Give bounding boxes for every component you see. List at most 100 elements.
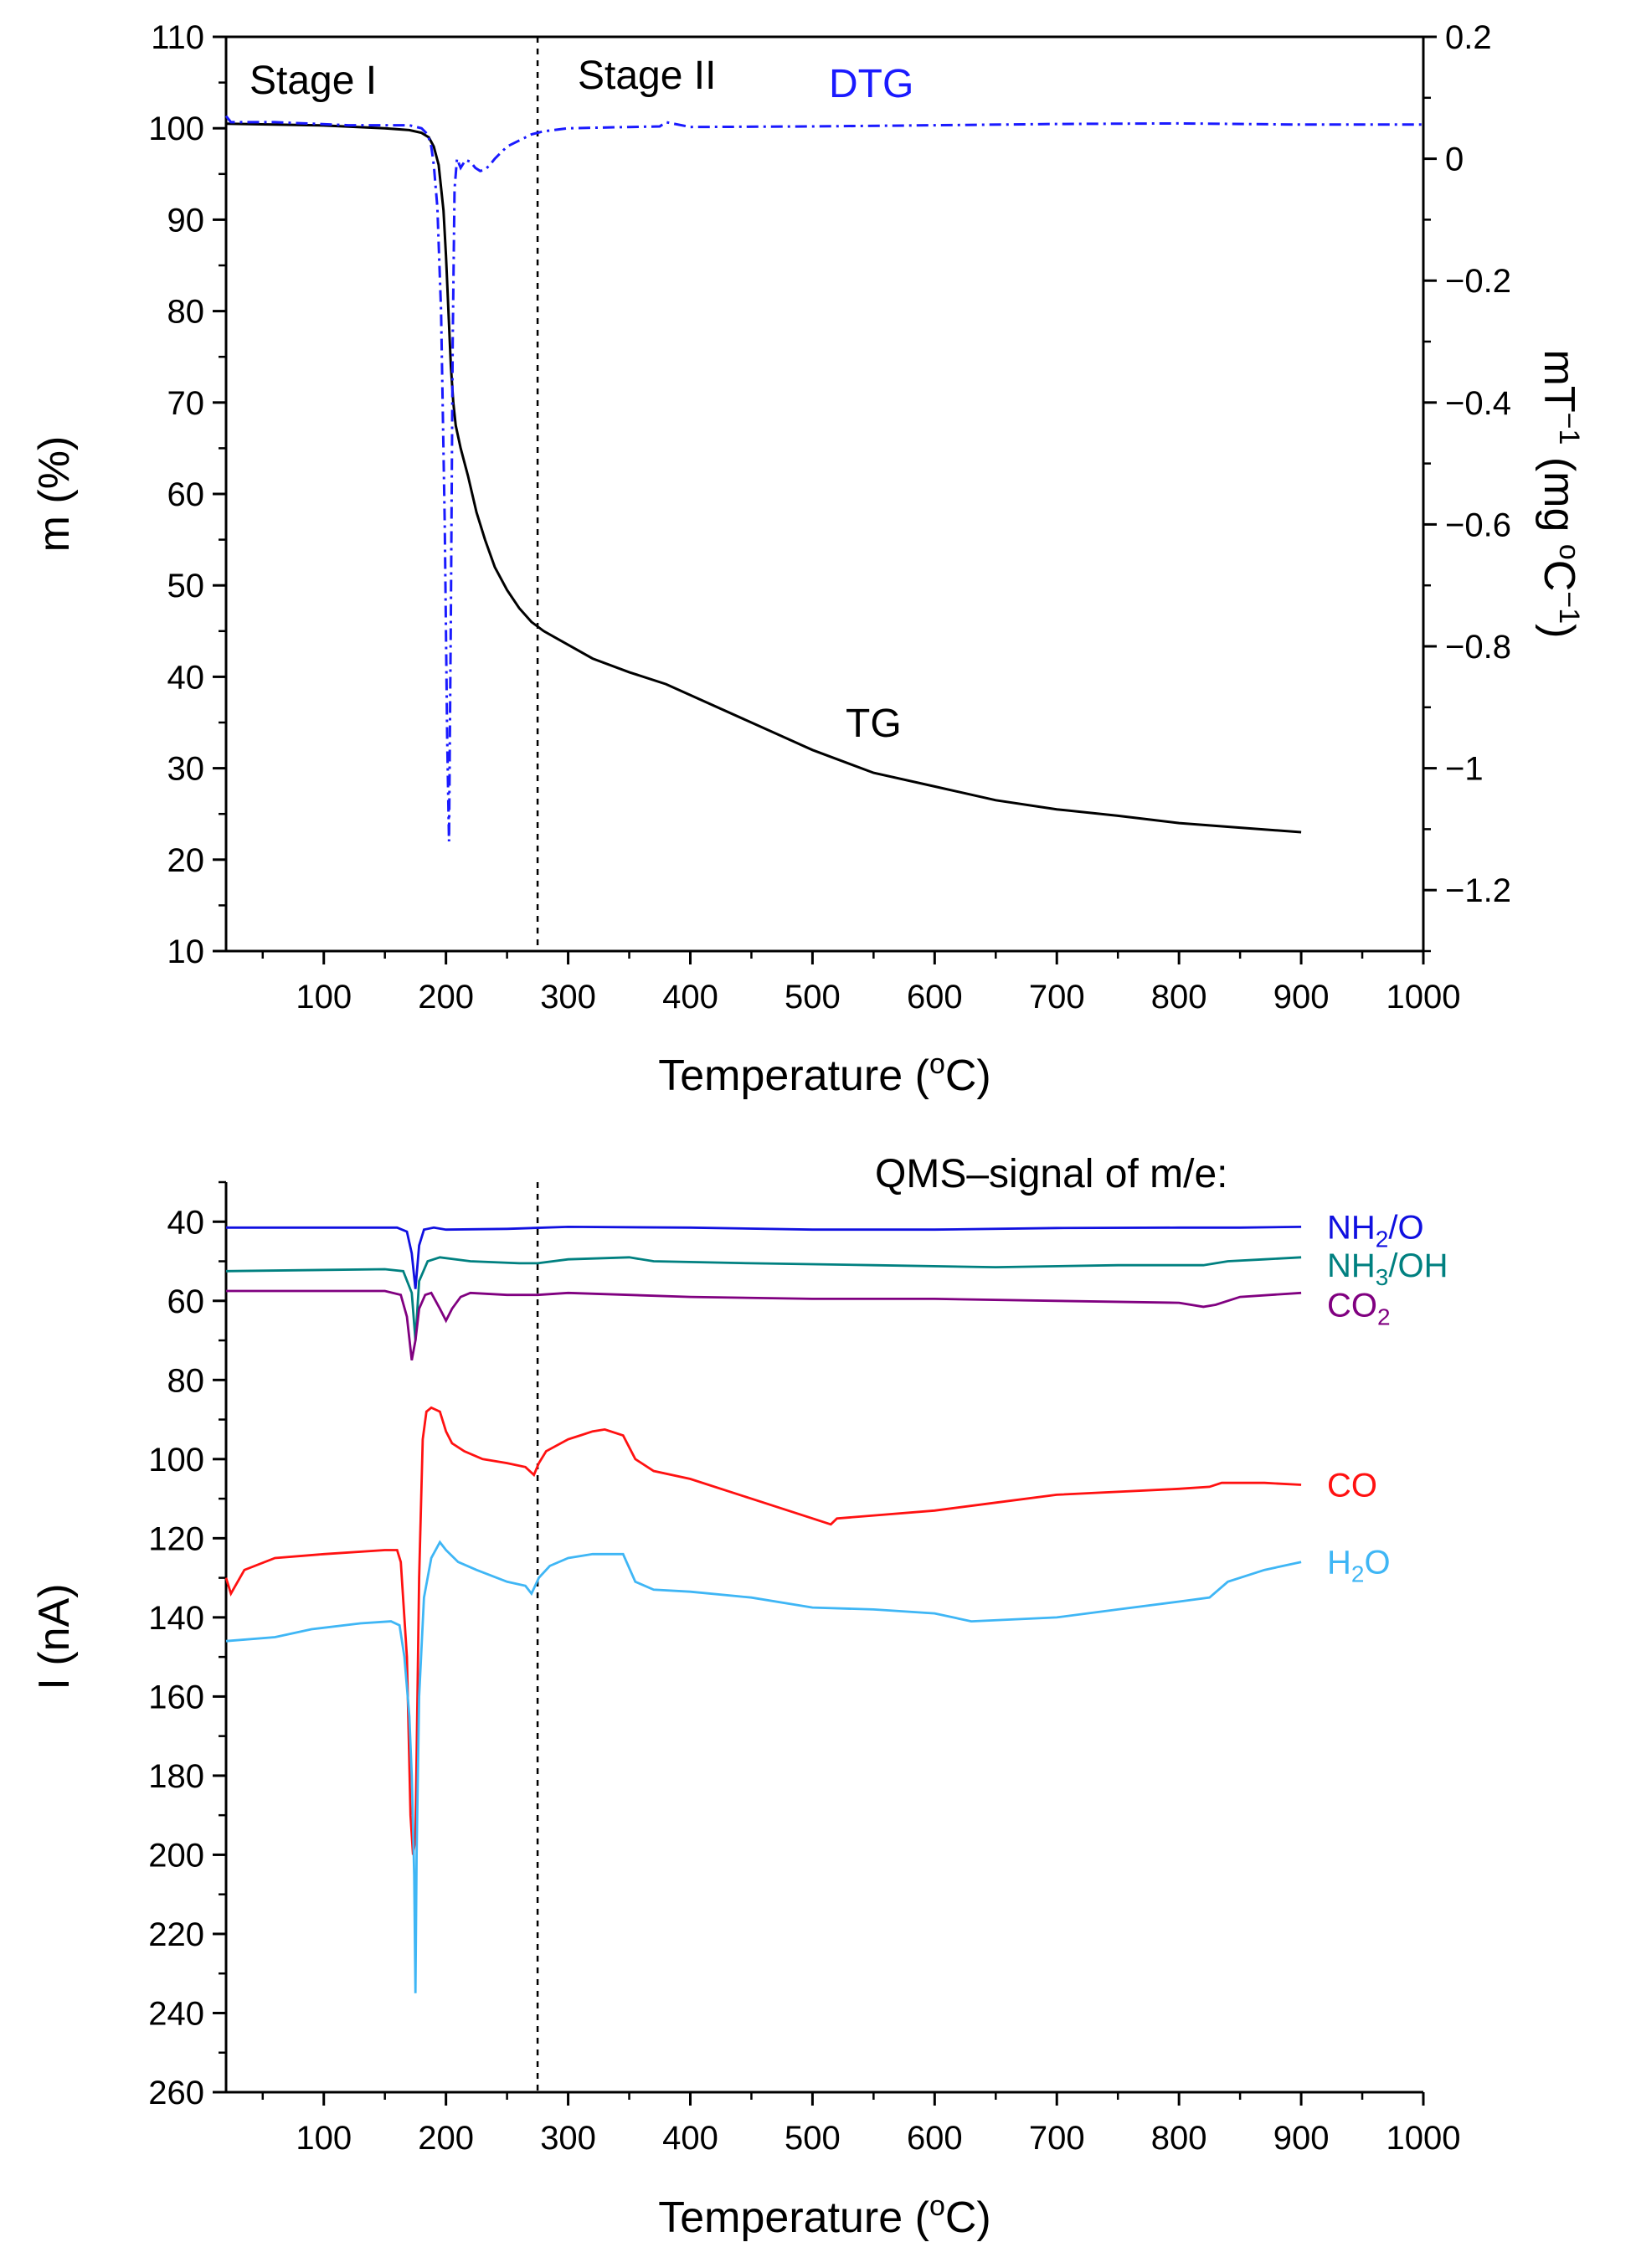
tg-y-tick-label: 100 [148, 111, 204, 147]
dtg-label: DTG [829, 62, 913, 106]
tg-y-tick-label: 90 [167, 202, 205, 239]
tg-label: TG [846, 702, 902, 746]
qms-legend-part: NH [1327, 1209, 1376, 1246]
x-tick-label: 200 [418, 2120, 474, 2157]
stage-2-label: Stage II [578, 54, 716, 98]
dtg-y-tick-label: −0.2 [1445, 263, 1511, 300]
dtg-y-tick-label: 0.2 [1445, 19, 1492, 56]
x-tick-label: 500 [785, 2120, 841, 2157]
qms-legend-co2: CO2 [1327, 1288, 1391, 1330]
dtg-y-axis-title: mT−1 (mg oC−1) [1535, 350, 1585, 639]
qms-legend-part: CO [1327, 1288, 1377, 1324]
qms-x-axis: 100 200 300 400 500 600 700 800 900 1000 [261, 2092, 1461, 2157]
qms-legend-part: 2 [1376, 1226, 1389, 1252]
qms-legend-part: 2 [1377, 1304, 1391, 1330]
x-tick-label: 300 [540, 2120, 596, 2157]
qms-y-tick-label: 120 [148, 1520, 204, 1557]
qms-series-nh2-o [226, 1225, 1302, 1289]
tg-y-tick-label: 50 [167, 568, 205, 604]
dtg-y-title-part: −1 [1553, 591, 1585, 624]
qms-series-group [224, 1225, 1302, 1993]
qms-y-tick-label: 100 [148, 1442, 204, 1479]
tg-curve [225, 122, 1302, 834]
qms-y-tick-label: 40 [167, 1204, 205, 1241]
qms-series-nh3-oh [225, 1256, 1302, 1341]
tg-y-axis-title: m (%) [30, 436, 79, 553]
qms-x-title-part: Temperature ( [658, 2193, 929, 2242]
qms-y-tick-label: 260 [148, 2075, 204, 2111]
x-tick-label: 100 [296, 2120, 352, 2157]
tg-left-axis: 10 20 30 40 50 60 70 80 90 100 110 [148, 19, 226, 970]
qms-legend-part: CO [1327, 1468, 1377, 1504]
tg-y-tick-label: 80 [167, 294, 205, 331]
x-tick-label: 900 [1273, 2120, 1330, 2157]
dtg-y-title-part: (mg [1535, 445, 1583, 543]
dtg-y-tick-label: −1 [1445, 751, 1484, 788]
qms-legend-part: 3 [1376, 1264, 1389, 1290]
x-tick-label: 100 [296, 979, 352, 1016]
tg-y-tick-label: 10 [167, 933, 205, 970]
tg-y-tick-label: 20 [167, 842, 205, 879]
qms-series-h2o [225, 1540, 1302, 1993]
tg-y-tick-label: 40 [167, 659, 205, 696]
x-tick-label: 300 [540, 979, 596, 1016]
qms-x-title-part: o [929, 2190, 945, 2222]
qms-y-tick-label: 220 [148, 1916, 204, 1953]
qms-y-tick-label: 180 [148, 1758, 204, 1795]
qms-legend-part: /OH [1388, 1247, 1448, 1284]
tg-x-title-part: Temperature ( [658, 1052, 929, 1100]
dtg-y-tick-label: 0 [1445, 141, 1464, 178]
qms-legend-part: 2 [1351, 1561, 1365, 1587]
dtg-y-title-part: mT [1535, 350, 1583, 413]
tg-plot-frame [224, 35, 1425, 953]
tg-x-axis-title: Temperature (oC) [658, 1048, 990, 1100]
x-tick-label: 1000 [1386, 979, 1461, 1016]
qms-title: QMS–signal of m/e: [875, 1152, 1228, 1196]
x-tick-label: 1000 [1386, 2120, 1461, 2157]
x-tick-label: 600 [907, 2120, 963, 2157]
x-tick-label: 800 [1151, 2120, 1207, 2157]
x-tick-label: 800 [1151, 979, 1207, 1016]
qms-series-co [224, 1406, 1302, 1855]
qms-legend-part: O [1364, 1545, 1390, 1581]
x-tick-label: 400 [662, 979, 718, 1016]
qms-legend-h2o: H2O [1327, 1545, 1391, 1587]
dtg-y-title-part: o [1553, 544, 1585, 560]
qms-legend-part: H [1327, 1545, 1351, 1581]
qms-y-tick-label: 60 [167, 1283, 205, 1320]
tg-x-title-part: C) [945, 1052, 991, 1100]
x-tick-label: 200 [418, 979, 474, 1016]
tg-x-axis: 100 200 300 400 500 600 700 800 900 1000 [261, 951, 1461, 1016]
x-tick-label: 700 [1029, 2120, 1085, 2157]
dtg-right-axis: 0.2 0 −0.2 −0.4 −0.6 −0.8 −1 −1.2 [1423, 19, 1511, 953]
x-tick-label: 400 [662, 2120, 718, 2157]
tg-y-tick-label: 70 [167, 385, 205, 422]
qms-y-tick-label: 200 [148, 1837, 204, 1874]
x-tick-label: 500 [785, 979, 841, 1016]
dtg-curve [224, 115, 1423, 842]
tg-dtg-panel: 10 20 30 40 50 60 70 80 90 100 110 0.2 0 −0.2 −0.4 −0.… [30, 19, 1585, 1100]
dtg-y-tick-label: −0.6 [1445, 507, 1511, 543]
qms-legend-nh2-o: NH2/O [1327, 1209, 1424, 1252]
dtg-y-title-part: ) [1535, 624, 1583, 638]
x-tick-label: 600 [907, 979, 963, 1016]
dtg-y-title-part: −1 [1553, 413, 1585, 445]
qms-y-tick-label: 160 [148, 1679, 204, 1715]
dtg-y-tick-label: −0.4 [1445, 385, 1511, 422]
qms-y-tick-label: 240 [148, 1995, 204, 2032]
qms-panel: 40 60 80 100 120 140 160 180 200 220 240 260 100 200… [30, 1152, 1460, 2242]
qms-x-title-part: C) [945, 2193, 991, 2242]
qms-y-tick-label: 80 [167, 1362, 205, 1399]
dtg-y-title-part: C [1535, 560, 1583, 592]
qms-series-co2 [226, 1289, 1302, 1360]
dtg-y-tick-label: −1.2 [1445, 872, 1511, 909]
qms-legend-nh3-oh: NH3/OH [1327, 1247, 1448, 1290]
x-tick-label: 700 [1029, 979, 1085, 1016]
qms-x-axis-title: Temperature (oC) [658, 2190, 990, 2242]
tg-y-tick-label: 110 [151, 19, 204, 56]
qms-y-axis-title: I (nA) [30, 1583, 79, 1689]
qms-legend-part: NH [1327, 1247, 1376, 1284]
qms-legend-part: /O [1388, 1209, 1423, 1246]
